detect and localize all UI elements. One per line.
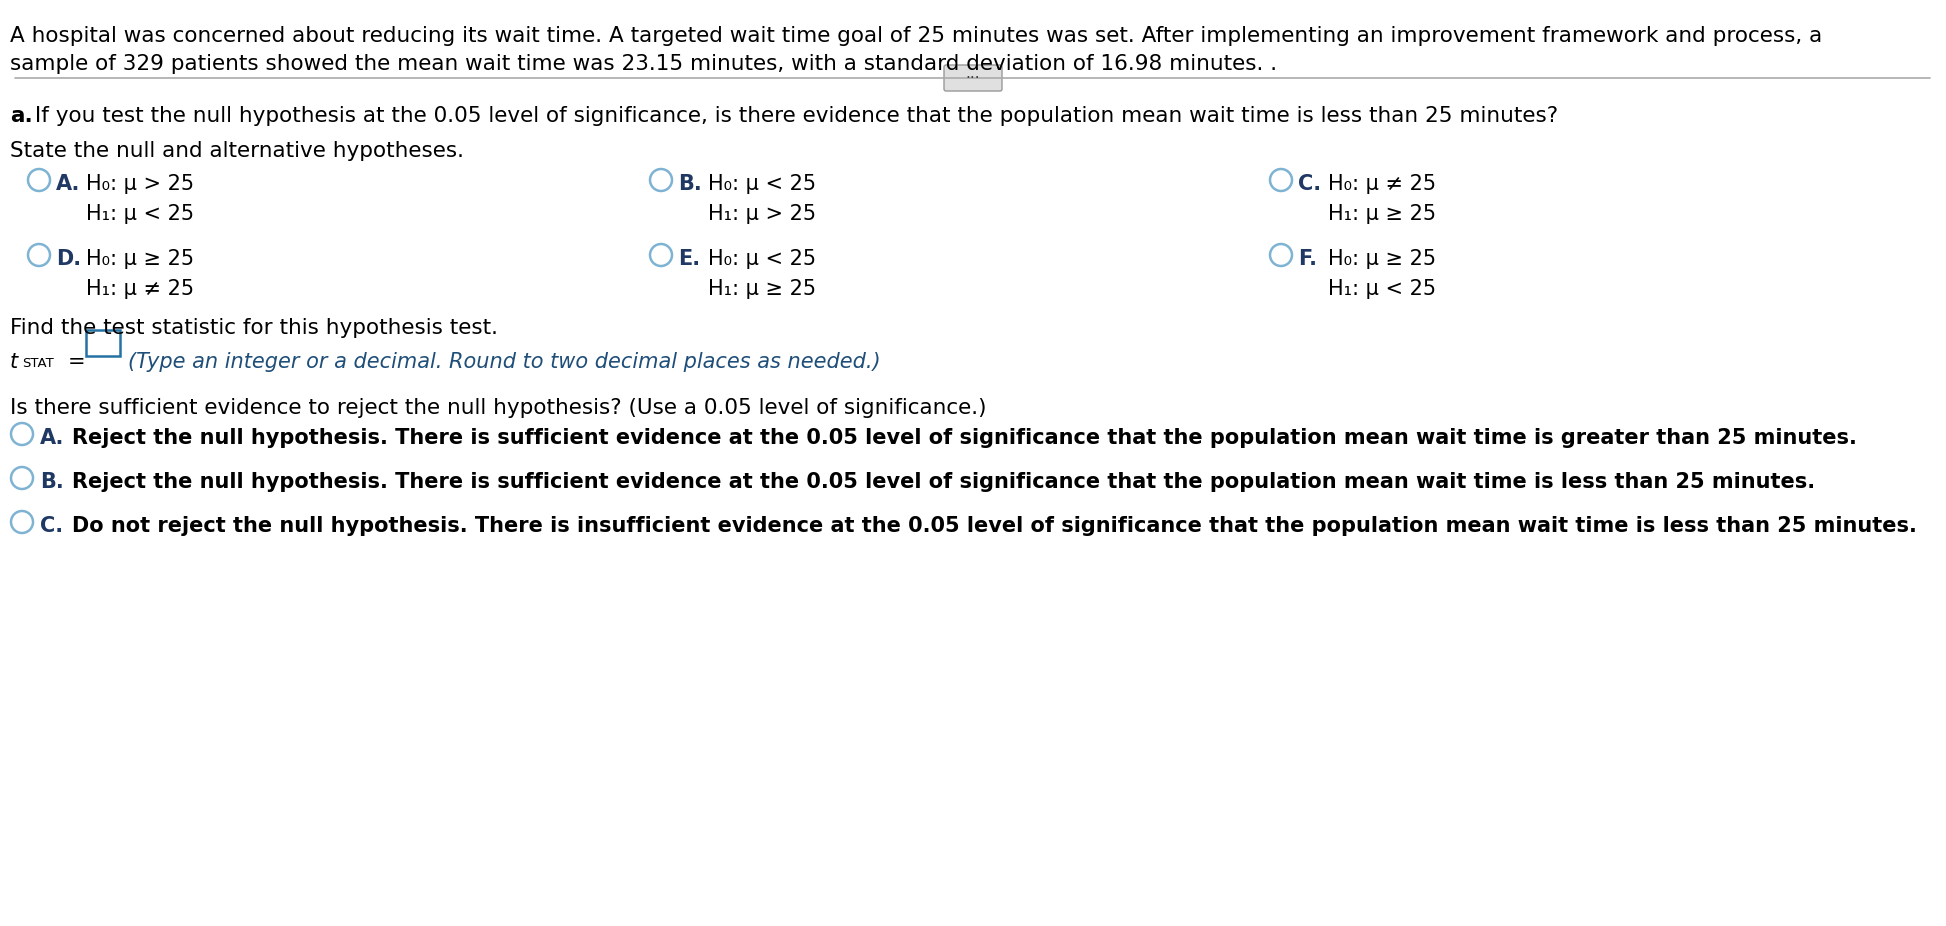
Text: H₀: μ ≥ 25: H₀: μ ≥ 25 — [86, 249, 195, 269]
Text: H₀: μ > 25: H₀: μ > 25 — [86, 174, 195, 194]
FancyBboxPatch shape — [944, 65, 1002, 91]
Text: D.: D. — [56, 249, 82, 269]
Text: H₁: μ ≥ 25: H₁: μ ≥ 25 — [708, 279, 815, 299]
Text: a.: a. — [10, 106, 33, 126]
Text: B.: B. — [41, 472, 64, 492]
Text: STAT: STAT — [21, 357, 54, 370]
Text: F.: F. — [1298, 249, 1317, 269]
Text: Do not reject the null hypothesis. There is insufficient evidence at the 0.05 le: Do not reject the null hypothesis. There… — [72, 516, 1917, 536]
FancyBboxPatch shape — [86, 330, 121, 356]
Text: H₀: μ ≥ 25: H₀: μ ≥ 25 — [1327, 249, 1436, 269]
Text: Reject the null hypothesis. There is sufficient evidence at the 0.05 level of si: Reject the null hypothesis. There is suf… — [72, 472, 1816, 492]
Text: H₀: μ < 25: H₀: μ < 25 — [708, 174, 815, 194]
Text: C.: C. — [41, 516, 62, 536]
Text: A.: A. — [41, 428, 64, 448]
Text: =: = — [68, 352, 86, 372]
Text: If you test the null hypothesis at the 0.05 level of significance, is there evid: If you test the null hypothesis at the 0… — [27, 106, 1559, 126]
Text: H₀: μ < 25: H₀: μ < 25 — [708, 249, 815, 269]
Text: A.: A. — [56, 174, 80, 194]
Text: H₁: μ ≥ 25: H₁: μ ≥ 25 — [1327, 204, 1436, 224]
Text: E.: E. — [677, 249, 701, 269]
Text: B.: B. — [677, 174, 703, 194]
Text: Find the test statistic for this hypothesis test.: Find the test statistic for this hypothe… — [10, 318, 498, 338]
Text: A hospital was concerned about reducing its wait time. A targeted wait time goal: A hospital was concerned about reducing … — [10, 26, 1821, 46]
Text: H₁: μ < 25: H₁: μ < 25 — [1327, 279, 1436, 299]
Text: Reject the null hypothesis. There is sufficient evidence at the 0.05 level of si: Reject the null hypothesis. There is suf… — [72, 428, 1856, 448]
Text: t: t — [10, 352, 18, 372]
Text: State the null and alternative hypotheses.: State the null and alternative hypothese… — [10, 141, 463, 161]
Text: (Type an integer or a decimal. Round to two decimal places as needed.): (Type an integer or a decimal. Round to … — [128, 352, 882, 372]
Text: H₀: μ ≠ 25: H₀: μ ≠ 25 — [1327, 174, 1436, 194]
Text: sample of 329 patients showed the mean wait time was 23.15 minutes, with a stand: sample of 329 patients showed the mean w… — [10, 54, 1277, 74]
Text: H₁: μ ≠ 25: H₁: μ ≠ 25 — [86, 279, 195, 299]
Text: H₁: μ > 25: H₁: μ > 25 — [708, 204, 815, 224]
Text: Is there sufficient evidence to reject the null hypothesis? (Use a 0.05 level of: Is there sufficient evidence to reject t… — [10, 398, 987, 418]
Text: C.: C. — [1298, 174, 1321, 194]
Text: H₁: μ < 25: H₁: μ < 25 — [86, 204, 195, 224]
Text: ···: ··· — [965, 70, 981, 85]
